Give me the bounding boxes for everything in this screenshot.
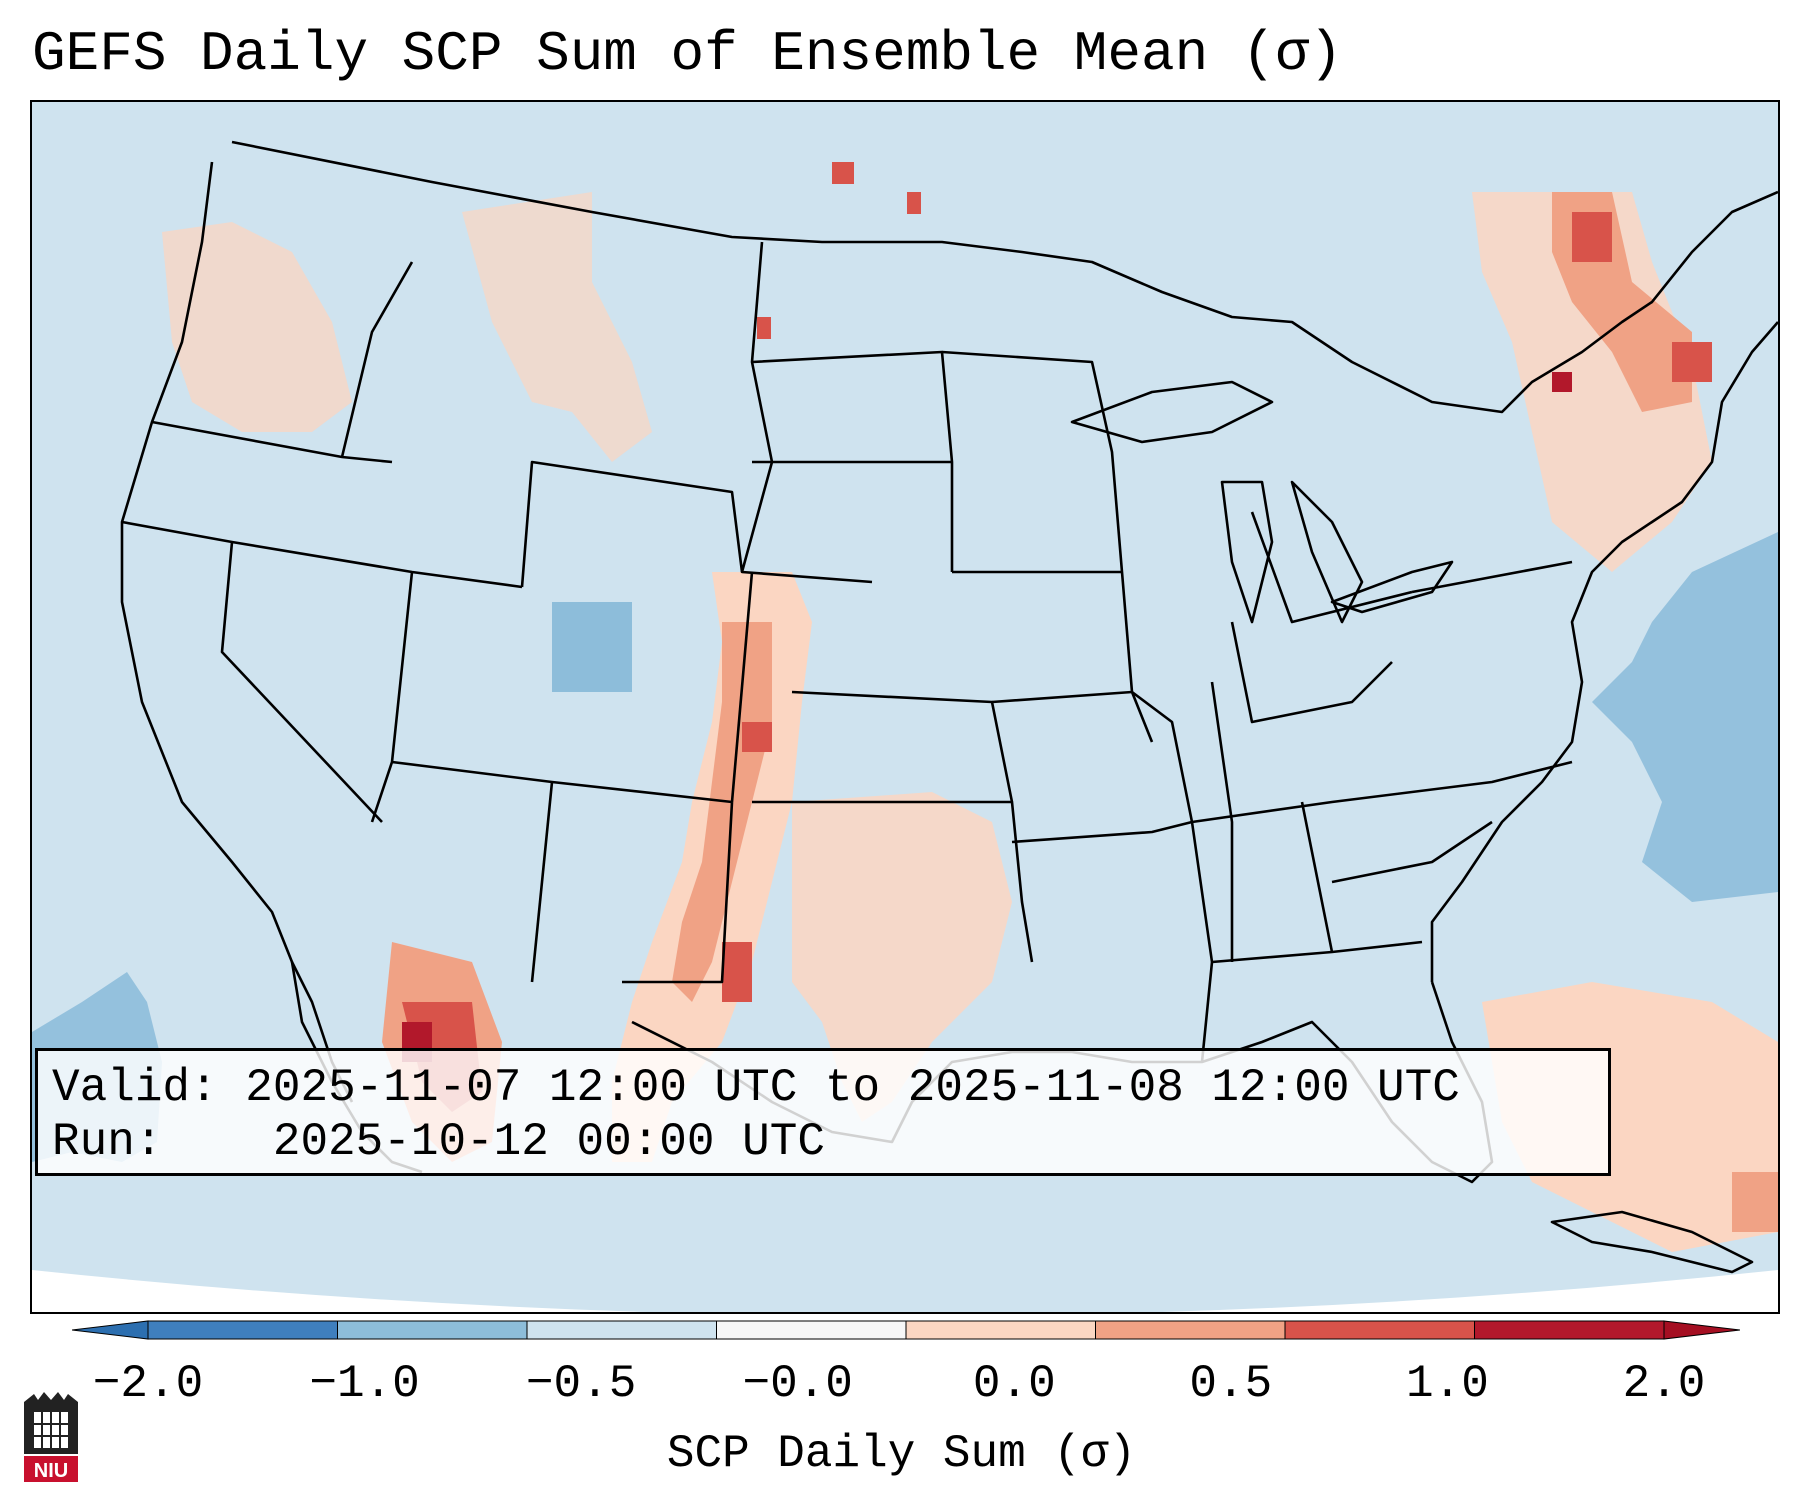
state-line <box>1011 760 1573 844</box>
positive-anomaly-cell <box>722 942 752 1002</box>
colorbar-tick-label: 0.5 <box>1189 1358 1273 1410</box>
positive-anomaly-montana <box>462 192 652 462</box>
validity-info-box: Valid: 2025-11-07 12:00 UTC to 2025-11-0… <box>35 1048 1611 1176</box>
state-line <box>730 571 754 803</box>
state-line <box>391 760 733 804</box>
positive-anomaly-northwest <box>162 222 352 432</box>
colorbar-tick-label: 2.0 <box>1622 1358 1706 1410</box>
colorbar-tick-label: 1.0 <box>1406 1358 1489 1410</box>
great-lakes <box>1330 560 1454 614</box>
colorbar-segment <box>1095 1320 1286 1340</box>
border-us-canada <box>231 140 1778 414</box>
colorbar-label: SCP Daily Sum (σ) <box>666 1428 1137 1480</box>
state-line <box>941 350 1134 693</box>
state-line <box>121 520 523 589</box>
positive-anomaly-cell <box>742 722 772 752</box>
colorbar-segment <box>337 1320 528 1340</box>
state-line <box>622 801 734 984</box>
negative-anomaly-colorado <box>552 602 632 692</box>
colorbar-segment <box>905 1320 1096 1340</box>
state-line <box>751 350 954 572</box>
colorbar-tick-label: −2.0 <box>92 1358 204 1410</box>
great-lakes <box>1220 480 1274 624</box>
positive-anomaly-cell <box>757 317 771 339</box>
niu-logo: NIU <box>24 1392 78 1482</box>
colorbar-tick-label: 0.0 <box>972 1358 1056 1410</box>
positive-anomaly-cell <box>1552 372 1572 392</box>
colorbar-segment <box>147 1320 338 1340</box>
state-line <box>1230 621 1393 724</box>
positive-anomaly-cell <box>832 162 854 184</box>
colorbar-extend-high <box>1663 1320 1740 1340</box>
colorbar-extend-low <box>72 1320 149 1340</box>
state-line <box>791 690 1014 803</box>
state-line <box>520 460 873 588</box>
valid-value: 2025-11-07 12:00 UTC to 2025-11-08 12:00… <box>245 1062 1460 1114</box>
colorbar-tick-label: −0.5 <box>525 1358 637 1410</box>
colorbar-segment <box>1284 1320 1475 1340</box>
state-line <box>740 241 774 573</box>
valid-label: Valid: <box>52 1062 218 1114</box>
positive-anomaly-texas <box>792 792 1012 1122</box>
positive-anomaly-cell <box>907 192 921 214</box>
map-canvas <box>32 140 1778 1312</box>
state-line <box>1210 681 1234 962</box>
state-line <box>1331 820 1493 884</box>
anomaly-field <box>32 162 1778 1252</box>
positive-anomaly-cell <box>1732 1172 1778 1232</box>
great-lakes <box>1290 480 1364 624</box>
positive-anomaly-cell <box>1572 212 1612 262</box>
state-line <box>370 571 414 823</box>
positive-anomaly-cell <box>1672 342 1712 382</box>
state-line <box>340 261 414 458</box>
colorbar <box>72 1320 1740 1340</box>
run-label: Run: <box>52 1116 163 1168</box>
state-line <box>1131 690 1214 1063</box>
coastline-cuba <box>1550 1210 1754 1274</box>
negative-anomaly-atlantic <box>1592 532 1778 902</box>
state-line <box>991 690 1154 743</box>
coastline-east <box>1430 321 1778 982</box>
state-line <box>530 781 554 983</box>
chart-title: GEFS Daily SCP Sum of Ensemble Mean (σ) <box>32 22 1343 86</box>
state-line <box>1300 801 1334 953</box>
projection-edge <box>32 1270 1778 1312</box>
positive-anomaly-plains-core <box>672 622 772 1002</box>
state-line <box>752 800 1034 963</box>
colorbar-segment <box>526 1320 717 1340</box>
state-line <box>220 541 383 823</box>
state-line <box>1411 560 1573 594</box>
state-line <box>1211 940 1423 964</box>
run-value: 2025-10-12 00:00 UTC <box>272 1116 825 1168</box>
colorbar-tick-label: −1.0 <box>309 1358 420 1410</box>
positive-anomaly-northeast <box>1472 192 1712 572</box>
colorbar-tick-label: −0.0 <box>742 1358 853 1410</box>
colorbar-segment <box>716 1320 907 1340</box>
state-line <box>1250 511 1413 624</box>
logo-text: NIU <box>34 1460 68 1482</box>
colorbar-segment <box>1474 1320 1665 1340</box>
great-lakes <box>1070 380 1274 444</box>
coastline-west <box>120 161 354 1103</box>
